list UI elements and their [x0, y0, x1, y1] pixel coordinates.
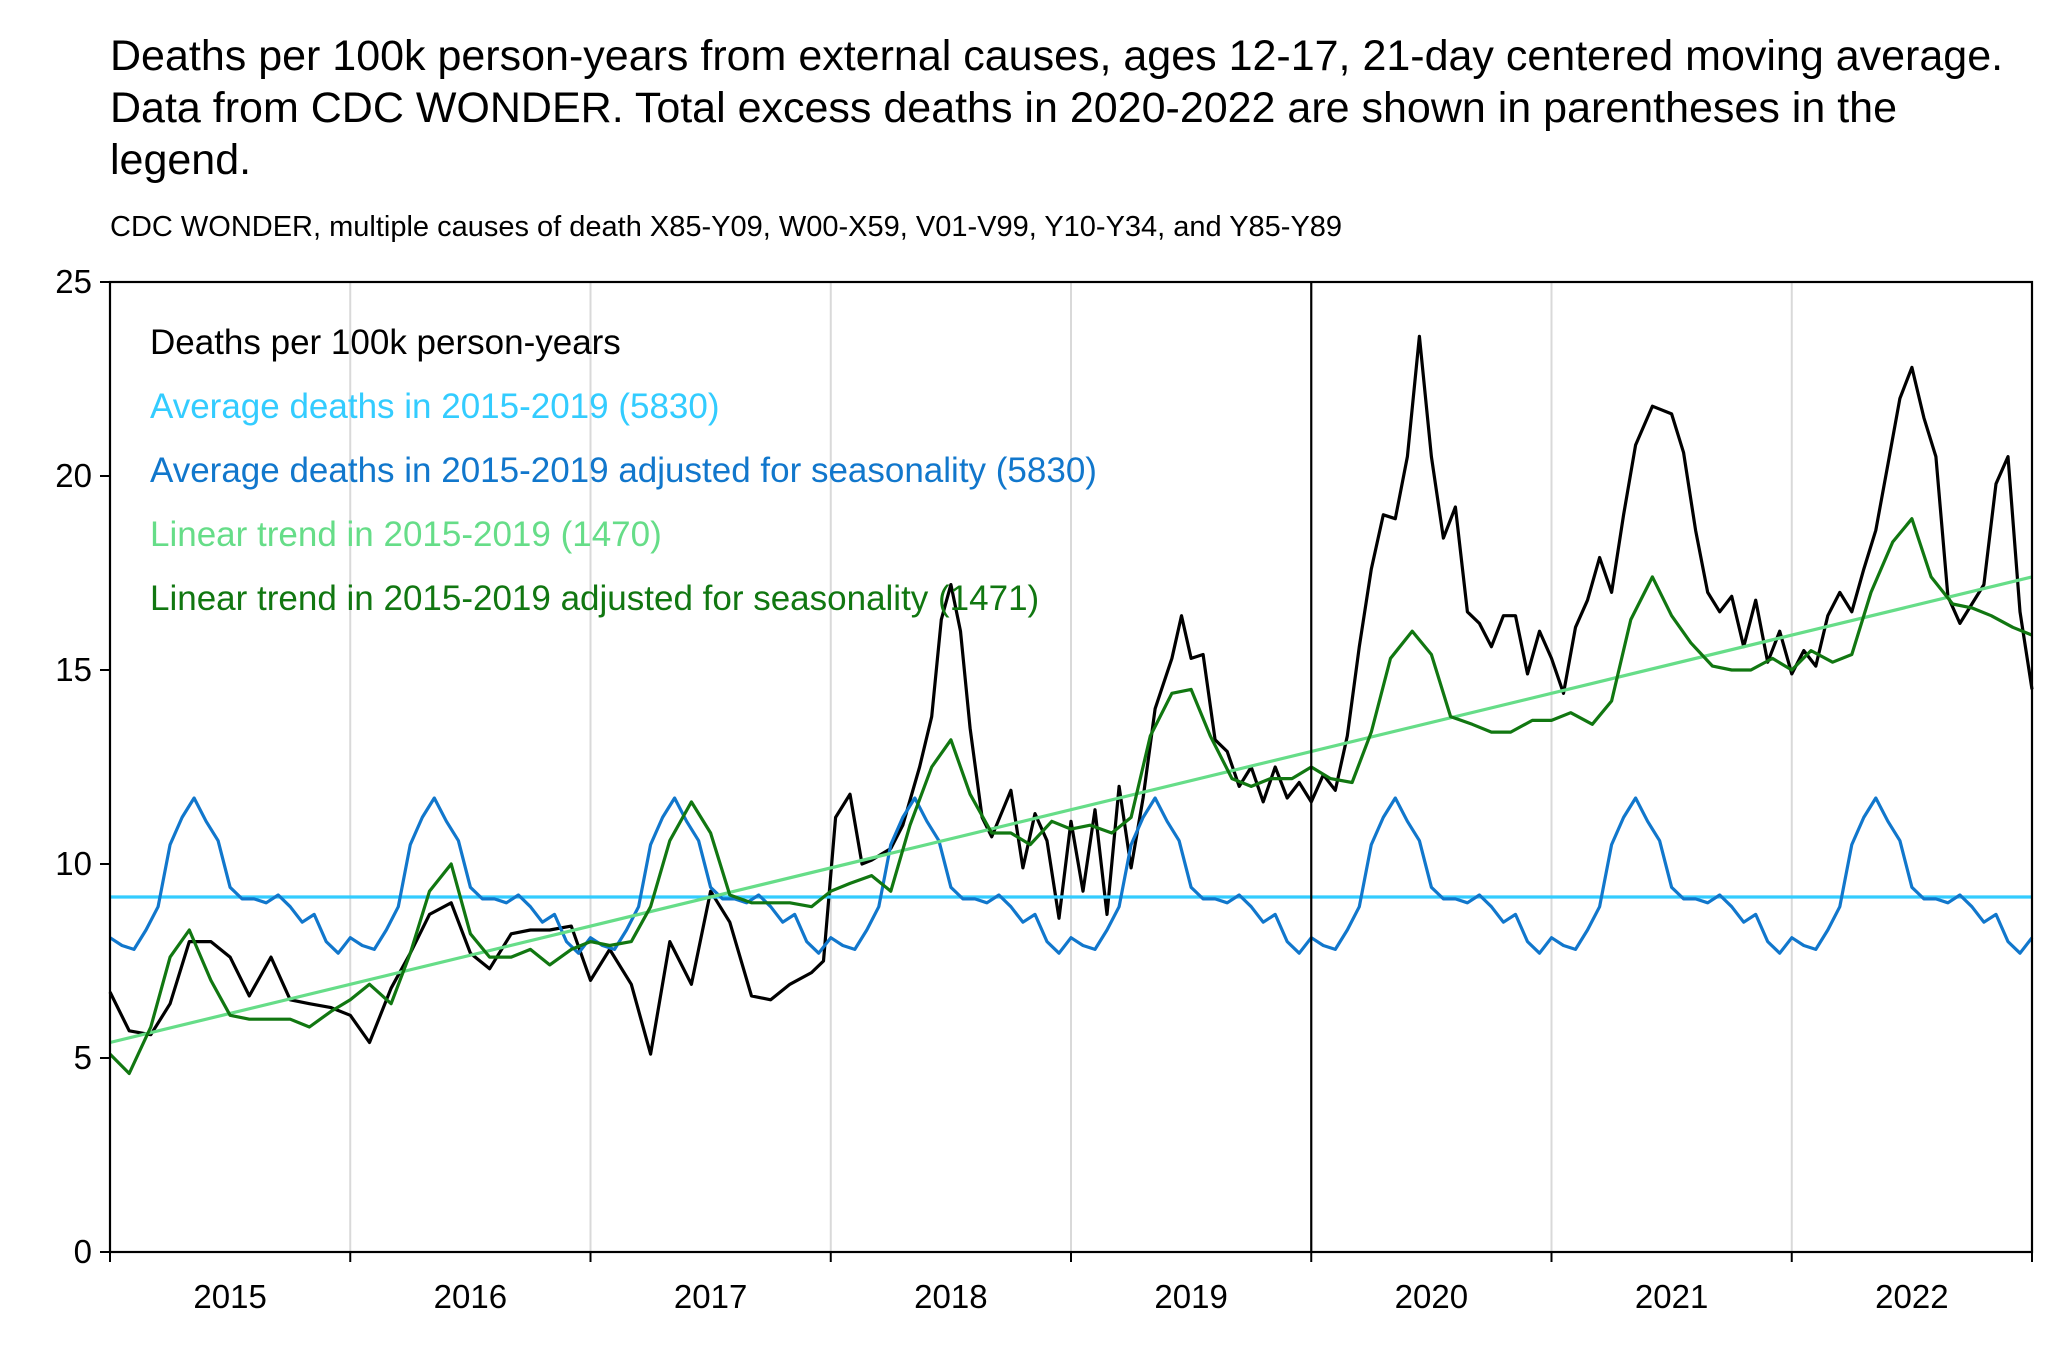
legend-entry-2: Average deaths in 2015-2019 (5830) [150, 387, 720, 426]
x-tick-label: 2017 [674, 1278, 747, 1315]
chart-subtitle: CDC WONDER, multiple causes of death X85… [110, 211, 1343, 243]
x-tick-label: 2016 [434, 1278, 507, 1315]
x-tick-label: 2018 [914, 1278, 987, 1315]
y-tick-label: 0 [74, 1233, 92, 1270]
series-line-4 [109, 575, 2033, 1045]
legend-entry-5: Linear trend in 2015-2019 adjusted for s… [150, 579, 1039, 618]
legend-entry-3: Average deaths in 2015-2019 adjusted for… [150, 451, 1097, 490]
series-line-5 [108, 517, 2033, 1076]
legend-entry-1: Deaths per 100k person-years [150, 323, 621, 362]
x-tick-label: 2020 [1395, 1278, 1468, 1315]
y-tick-label: 20 [55, 457, 92, 494]
y-tick-label: 5 [74, 1039, 92, 1076]
x-tick-label: 2019 [1154, 1278, 1227, 1315]
legend-entry-4: Linear trend in 2015-2019 (1470) [150, 515, 662, 554]
gridlines [349, 282, 1793, 1252]
chart-title: Deaths per 100k person-years from extern… [110, 32, 2004, 184]
x-tick-label: 2022 [1875, 1278, 1948, 1315]
x-tick-label: 2015 [193, 1278, 266, 1315]
series-line-3 [109, 796, 2034, 955]
x-tick-label: 2021 [1635, 1278, 1708, 1315]
y-tick-label: 25 [55, 263, 92, 300]
y-tick-label: 15 [55, 651, 92, 688]
axes: 0 5 10 15 20 25 2015 2016 2017 2018 2019 2020 2021 20… [55, 263, 2034, 1315]
legend: Deaths per 100k person-years Average deat… [150, 323, 1097, 618]
series-lines [108, 334, 2034, 1076]
y-tick-label: 10 [55, 845, 92, 882]
